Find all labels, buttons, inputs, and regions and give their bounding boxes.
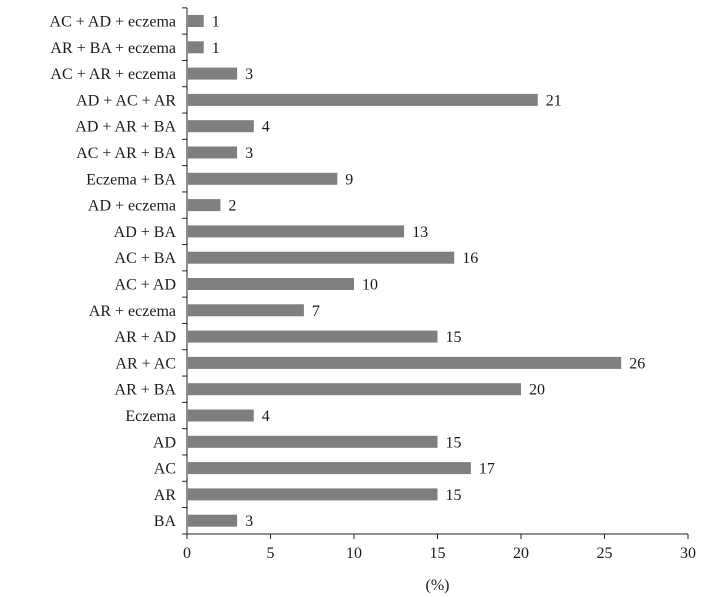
x-axis: 0 5 10 15 20 25 30 — [183, 533, 696, 562]
category-label: AD + AC + AR — [76, 92, 176, 109]
bar — [188, 120, 254, 133]
category-label: AR — [154, 487, 177, 504]
bar — [188, 330, 438, 343]
category-label: AC + AD — [115, 277, 176, 294]
bar — [188, 15, 204, 27]
bar — [188, 199, 221, 212]
data-label: 26 — [629, 355, 645, 372]
data-label: 16 — [462, 250, 478, 267]
x-tick-label: 25 — [597, 545, 613, 562]
bar — [188, 435, 438, 448]
category-label: AC — [154, 461, 176, 478]
category-label: AC + AD + eczema — [50, 14, 176, 31]
x-axis-title: (%) — [426, 577, 450, 594]
bar — [188, 383, 521, 396]
bar — [188, 514, 238, 527]
bar — [188, 225, 405, 238]
x-tick-label: 15 — [430, 545, 446, 562]
data-label: 10 — [362, 277, 378, 294]
bar — [188, 93, 538, 106]
category-label: Eczema — [125, 408, 176, 425]
data-label: 15 — [446, 434, 462, 451]
category-label: AR + eczema — [89, 303, 176, 320]
category-label: AD + BA — [114, 224, 177, 241]
data-label: 15 — [446, 329, 462, 346]
category-label: AR + AC — [115, 355, 176, 372]
data-label: 2 — [228, 198, 236, 215]
data-label: 21 — [546, 92, 562, 109]
bar — [188, 41, 204, 54]
data-label: 4 — [262, 119, 270, 136]
data-label: 7 — [312, 303, 320, 320]
data-label: 3 — [245, 66, 253, 83]
bar — [188, 278, 354, 290]
data-label: 15 — [446, 487, 462, 504]
category-label: AD + eczema — [88, 198, 176, 215]
category-label: BA — [154, 513, 177, 530]
data-label: 3 — [245, 513, 253, 530]
x-tick-label: 30 — [680, 545, 696, 562]
data-label: 20 — [529, 382, 545, 399]
x-tick-label: 5 — [267, 545, 275, 562]
bars — [188, 15, 622, 527]
data-label: 3 — [245, 145, 253, 162]
x-tick-label: 10 — [346, 545, 362, 562]
category-label: AR + BA — [115, 382, 177, 399]
data-label: 17 — [479, 461, 495, 478]
bar — [188, 409, 254, 422]
data-label: 1 — [212, 40, 220, 57]
category-label: AC + AR + BA — [76, 145, 176, 162]
category-label: AR + BA + eczema — [50, 40, 176, 57]
data-label: 9 — [345, 171, 353, 188]
bar — [188, 488, 438, 501]
category-label: AD + AR + BA — [75, 119, 176, 136]
bar — [188, 304, 304, 317]
x-tick-label: 0 — [183, 545, 191, 562]
category-label: AC + AR + eczema — [50, 66, 176, 83]
data-label: 13 — [412, 224, 428, 241]
category-label: AC + BA — [115, 250, 177, 267]
data-label: 4 — [262, 408, 270, 425]
bar — [188, 462, 471, 475]
bar — [188, 146, 238, 159]
category-label: Eczema + BA — [86, 171, 176, 188]
bar — [188, 356, 622, 369]
y-axis — [182, 7, 188, 535]
category-labels: AC + AD + eczema AR + BA + eczema AC + AR … — [50, 14, 177, 531]
bar — [188, 67, 238, 80]
bar — [188, 251, 455, 264]
x-tick-label: 20 — [513, 545, 529, 562]
category-label: AD — [153, 434, 176, 451]
category-label: AR + AD — [115, 329, 176, 346]
data-label: 1 — [212, 14, 220, 31]
bar — [188, 172, 338, 185]
